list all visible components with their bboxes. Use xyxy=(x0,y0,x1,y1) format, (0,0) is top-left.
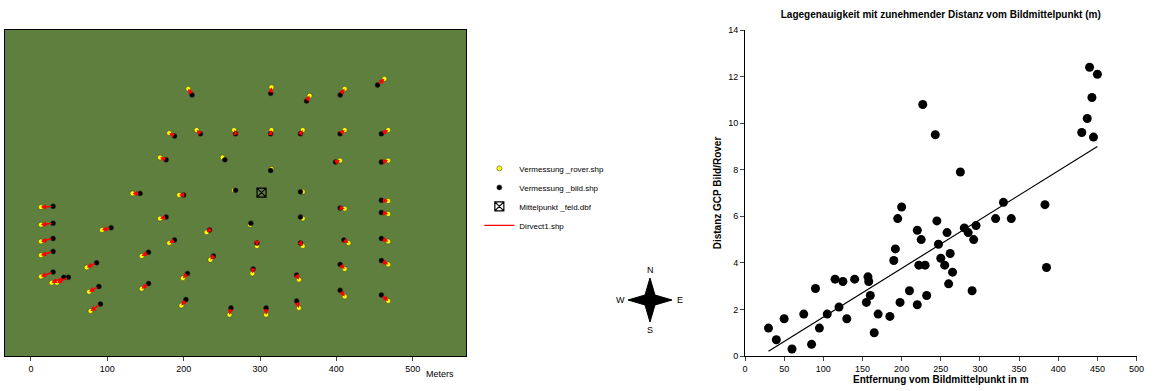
svg-text:300: 300 xyxy=(252,364,267,374)
svg-text:200: 200 xyxy=(894,364,909,374)
svg-text:250: 250 xyxy=(933,364,948,374)
svg-text:W: W xyxy=(616,295,625,305)
svg-text:50: 50 xyxy=(779,364,789,374)
svg-text:350: 350 xyxy=(1012,364,1027,374)
svg-text:E: E xyxy=(677,295,683,305)
svg-text:100: 100 xyxy=(100,364,115,374)
svg-text:100: 100 xyxy=(816,364,831,374)
svg-text:12: 12 xyxy=(728,72,738,82)
svg-text:300: 300 xyxy=(972,364,987,374)
svg-text:0: 0 xyxy=(733,351,738,361)
svg-text:400: 400 xyxy=(329,364,344,374)
svg-text:0: 0 xyxy=(742,364,747,374)
svg-text:2: 2 xyxy=(733,305,738,315)
svg-text:4: 4 xyxy=(733,258,738,268)
svg-text:400: 400 xyxy=(1051,364,1066,374)
svg-text:Vermessung _rover.shp: Vermessung _rover.shp xyxy=(519,165,604,174)
svg-text:Dirvect1.shp: Dirvect1.shp xyxy=(519,222,564,231)
svg-text:500: 500 xyxy=(1129,364,1144,374)
svg-text:Entfernung vom Bildmittelpunkt: Entfernung vom Bildmittelpunkt in m xyxy=(853,374,1029,385)
svg-text:N: N xyxy=(647,265,654,275)
svg-text:14: 14 xyxy=(728,25,738,35)
svg-text:Lagegenauigkeit mit zunehmende: Lagegenauigkeit mit zunehmender Distanz … xyxy=(781,9,1101,20)
svg-text:150: 150 xyxy=(855,364,870,374)
svg-text:Meters: Meters xyxy=(426,369,454,379)
svg-text:10: 10 xyxy=(728,118,738,128)
svg-text:Distanz GCP Bild/Rover: Distanz GCP Bild/Rover xyxy=(712,137,723,250)
svg-text:450: 450 xyxy=(1090,364,1105,374)
svg-text:Vermessung _bild.shp: Vermessung _bild.shp xyxy=(519,184,598,193)
svg-text:0: 0 xyxy=(28,364,33,374)
svg-text:500: 500 xyxy=(405,364,420,374)
svg-text:8: 8 xyxy=(733,165,738,175)
svg-text:Mittelpunkt _feld.dbf: Mittelpunkt _feld.dbf xyxy=(519,203,591,212)
svg-text:S: S xyxy=(647,325,653,335)
svg-text:6: 6 xyxy=(733,211,738,221)
svg-text:200: 200 xyxy=(176,364,191,374)
